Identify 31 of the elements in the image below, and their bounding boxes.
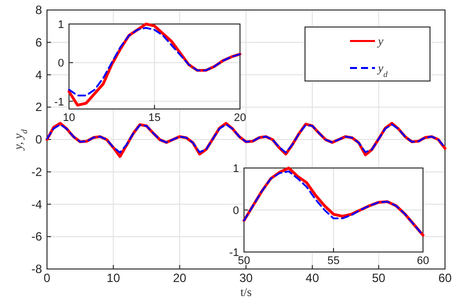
y-tick-label: -8 bbox=[31, 262, 42, 276]
x-tick-label: 10 bbox=[62, 112, 76, 124]
y-tick-label: 4 bbox=[35, 68, 42, 82]
y-tick-label: -1 bbox=[229, 247, 239, 259]
y-tick-label: -2 bbox=[31, 164, 42, 179]
y-tick-label: 8 bbox=[35, 3, 42, 17]
y-tick-label: 0 bbox=[232, 205, 239, 217]
y-tick-label: 1 bbox=[58, 19, 64, 31]
y-tick-label: 0 bbox=[58, 58, 64, 70]
x-axis-title: t/s bbox=[240, 285, 252, 299]
x-tick-label: 0 bbox=[44, 271, 51, 285]
y-tick-label: 0 bbox=[35, 132, 42, 146]
x-tick-label: 30 bbox=[239, 271, 253, 285]
x-tick-label: 20 bbox=[172, 271, 187, 285]
x-tick-label: 60 bbox=[438, 271, 452, 285]
x-tick-label: 50 bbox=[238, 255, 250, 267]
x-tick-label: 15 bbox=[148, 112, 161, 124]
y-tick-label: -6 bbox=[31, 230, 42, 244]
y-tick-label: 2 bbox=[35, 100, 42, 114]
x-tick-label: 40 bbox=[306, 271, 320, 285]
x-tick-label: 60 bbox=[416, 255, 430, 267]
x-tick-label: 20 bbox=[234, 112, 246, 124]
y-tick-label: -1 bbox=[54, 96, 64, 108]
legend-label: y bbox=[377, 34, 384, 48]
y-tick-label: 6 bbox=[35, 35, 42, 50]
legend-label: y$_{d}$ bbox=[377, 61, 388, 78]
x-tick-label: 50 bbox=[372, 271, 386, 285]
y-tick-label: -4 bbox=[31, 197, 42, 212]
x-tick-label: 55 bbox=[327, 255, 340, 267]
x-tick-label: 10 bbox=[106, 271, 120, 285]
y-tick-label: 1 bbox=[232, 163, 239, 175]
